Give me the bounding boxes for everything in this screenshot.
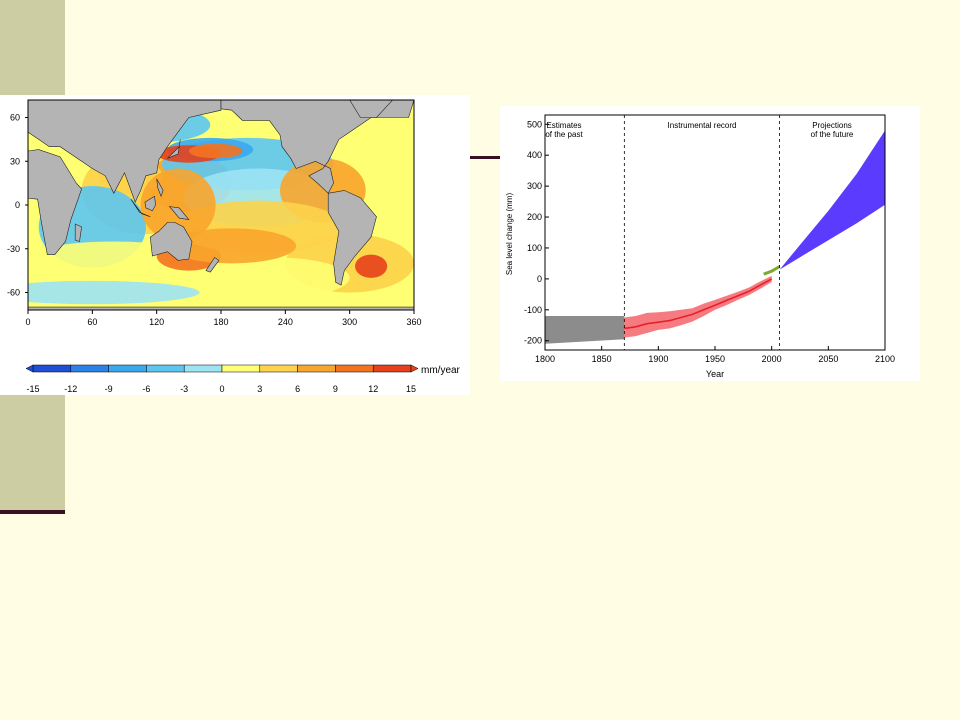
period-label-future-line1: Projections [812,121,852,130]
colorbar-segment [108,364,147,373]
y-tick-label: 300 [527,181,542,191]
x-tick-label: 2000 [762,354,782,364]
land-polygon [28,306,414,310]
colorbar-tick-label: -9 [105,384,113,394]
land-polygon [220,100,414,194]
trend-region [355,254,388,278]
land-polygon [28,100,222,203]
y-tick-label: 500 [527,119,542,129]
y-axis-label: Sea level change (mm) [505,193,514,276]
map-x-tick-label: 300 [342,317,357,327]
instrumental-record-line [624,278,773,330]
land-polygon [168,206,190,221]
colorbar-tick-label: -15 [26,384,39,394]
colorbar-segment [70,364,109,373]
y-tick-label: 200 [527,212,542,222]
satellite-record-line [763,265,781,276]
land-polygon [349,100,394,118]
colorbar-arrow-left [25,364,34,373]
colorbar-segment [259,364,298,373]
decorative-bar-bottom [0,395,65,510]
colorbar-tick-label: 12 [368,384,378,394]
land-polygon [156,178,164,198]
y-tick-label: 100 [527,243,542,253]
land-polygon [149,222,193,261]
x-tick-label: 1800 [535,354,555,364]
colorbar-segment [32,364,72,373]
sea-level-trend-map-panel: 0 60 120 180 240 300 360 60 30 0 -30 -60 -15 -12 -9 -6… [0,95,470,395]
x-axis-label: Year [706,369,724,379]
map-y-tick-label: -60 [7,288,20,298]
colorbar-segment [146,364,185,373]
x-tick-label: 2050 [818,354,838,364]
series-layer [545,130,885,344]
y-tick-label: 400 [527,150,542,160]
y-tick-label: -100 [524,305,542,315]
y-tick-label: 0 [537,274,542,284]
land-polygon [205,257,220,273]
colorbar-tick-label: 15 [406,384,416,394]
colorbar-tick-label: 9 [333,384,338,394]
colorbar-tick-label: 3 [257,384,262,394]
land-polygon [327,190,377,286]
x-tick-label: 1950 [705,354,725,364]
colorbar-tick-label: 0 [219,384,224,394]
colorbar-arrow-right [410,364,419,373]
land-mask [28,100,414,310]
land-polygon [74,223,82,242]
y-tick-label: -200 [524,336,542,346]
colorbar-tick-label: -12 [64,384,77,394]
x-tick-label: 1850 [592,354,612,364]
map-x-tick-label: 60 [87,317,97,327]
instrumental-uncertainty-band [624,275,772,338]
colorbar-segment [372,364,412,373]
trend-region [188,143,243,159]
x-tick-label: 2100 [875,354,895,364]
period-label-instrumental: Instrumental record [668,121,737,130]
map-y-tick-label: 0 [15,200,20,210]
trend-region [28,280,200,305]
land-polygon [28,149,82,255]
sea-level-change-chart: 1800 1850 1900 1950 2000 2050 2100 -200 -100 0 100… [505,114,895,379]
map-x-tick-label: 180 [213,317,228,327]
colorbar-tick-label: -3 [180,384,188,394]
colorbar-unit-label: mm/year [421,365,461,376]
colorbar-segment [221,364,261,373]
map-x-tick-label: 120 [149,317,164,327]
period-label-past-line1: Estimates [546,121,581,130]
past-estimate-band [545,316,625,344]
trend-region [167,228,297,264]
decorative-line-middle [468,156,500,159]
chart-axes: 1800 1850 1900 1950 2000 2050 2100 -200 -100 0 100… [524,119,895,364]
projection-band [779,130,885,270]
decorative-line-bottom [0,510,65,514]
colorbar: -15 -12 -9 -6 -3 0 3 6 9 12 15 mm/year [25,364,461,394]
map-y-tick-label: 30 [10,156,20,166]
trend-region [199,257,350,299]
decorative-bar-top [0,0,65,95]
period-label-future-line2: of the future [811,130,854,139]
ocean-trend-field [28,100,414,310]
map-x-tick-label: 240 [278,317,293,327]
colorbar-tick-label: -6 [142,384,150,394]
x-tick-label: 1900 [648,354,668,364]
period-label-past-line2: of the past [545,130,583,139]
sea-level-change-chart-panel: 1800 1850 1900 1950 2000 2050 2100 -200 -100 0 100… [500,106,920,381]
map-x-tick-label: 360 [406,317,421,327]
land-polygon [144,195,156,212]
map-x-tick-label: 0 [25,317,30,327]
map-y-tick-label: -30 [7,244,20,254]
colorbar-segment [335,364,374,373]
colorbar-tick-label: 6 [295,384,300,394]
map-y-tick-label: 60 [10,113,20,123]
land-polygon [130,199,151,217]
colorbar-segment [183,364,223,373]
colorbar-segment [297,364,336,373]
